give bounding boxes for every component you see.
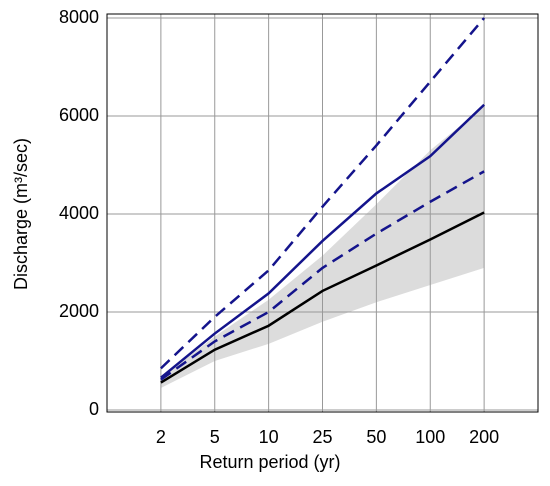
y-tick-label: 6000: [59, 105, 99, 125]
x-tick-label: 50: [366, 427, 386, 447]
x-tick-label: 200: [469, 427, 499, 447]
y-axis-label: Discharge (m³/sec): [11, 138, 31, 290]
plot-frame: [106, 13, 539, 413]
x-tick-label: 10: [259, 427, 279, 447]
y-tick-label: 0: [89, 399, 99, 419]
line-series: [160, 103, 485, 379]
x-tick-label: 25: [312, 427, 332, 447]
x-tick-label: 2: [156, 427, 166, 447]
y-tick-label: 8000: [59, 7, 99, 27]
line-series: [160, 17, 486, 370]
y-tick-label: 4000: [59, 203, 99, 223]
x-tick-label: 5: [210, 427, 220, 447]
line-series: [160, 211, 485, 384]
y-tick-label: 2000: [59, 301, 99, 321]
x-tick-label: 100: [415, 427, 445, 447]
line-series: [160, 170, 485, 381]
x-axis-label: Return period (yr): [199, 452, 340, 472]
